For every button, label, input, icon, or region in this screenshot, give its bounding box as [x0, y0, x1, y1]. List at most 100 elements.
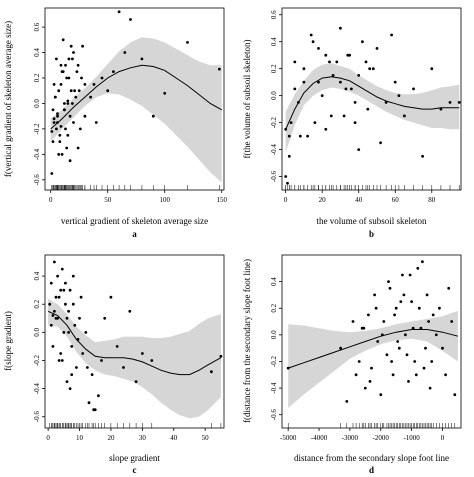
data-point	[313, 121, 317, 124]
y-tick-label: 0.6	[33, 22, 41, 31]
y-tick-label: 0.2	[33, 299, 41, 308]
y-tick-label: -0.4	[33, 383, 41, 395]
data-point	[430, 67, 434, 71]
x-tick-label: 40	[170, 434, 178, 442]
data-point	[351, 320, 355, 323]
data-point	[357, 360, 361, 363]
data-point	[287, 134, 291, 138]
data-point	[329, 114, 333, 118]
data-point	[81, 352, 85, 355]
x-tick-label: -3000	[342, 434, 359, 442]
data-point	[58, 133, 62, 137]
data-point	[68, 288, 72, 292]
data-point	[286, 181, 289, 185]
panel-c: 0 10 20 30 40 50 -0.6 -0.4 -0.2 0.0 0.2 0.4 slope g…	[3, 254, 225, 475]
data-point	[385, 353, 389, 357]
data-point	[441, 346, 444, 350]
data-point	[59, 288, 63, 292]
data-point	[151, 114, 155, 118]
data-point	[55, 127, 58, 131]
data-point	[393, 80, 397, 84]
data-point	[399, 300, 403, 303]
data-point	[390, 360, 393, 363]
data-point	[424, 346, 427, 350]
x-tick-label: 10	[76, 434, 84, 442]
data-point	[74, 95, 78, 99]
data-point	[434, 333, 438, 337]
x-tick-label: 50	[104, 196, 112, 204]
data-point	[60, 153, 64, 156]
data-point	[50, 172, 54, 175]
panel-label: d	[369, 465, 374, 475]
data-point	[297, 101, 300, 104]
x-tick-label: 40	[355, 196, 363, 204]
panel-label: a	[132, 229, 137, 239]
data-point	[163, 91, 167, 95]
y-tick-label: -0.6	[270, 170, 278, 182]
data-point	[68, 159, 72, 163]
data-point	[453, 393, 457, 397]
x-axis-label: distance from the secondary slope foot l…	[294, 453, 449, 463]
data-point	[66, 133, 70, 137]
data-point	[68, 114, 72, 118]
data-point	[83, 83, 87, 86]
data-point	[56, 112, 59, 115]
panel-b: 0 20 40 60 80 -0.6 -0.4 -0.2 0.0 0.2 0.4 0.6 the vo…	[242, 7, 462, 239]
data-point	[353, 121, 357, 124]
data-point	[49, 323, 53, 327]
data-point	[394, 306, 398, 310]
data-point	[71, 302, 75, 306]
data-point	[100, 76, 104, 80]
data-point	[366, 107, 370, 111]
data-point	[65, 146, 69, 150]
data-point	[186, 41, 189, 44]
data-point	[379, 393, 383, 397]
data-point	[134, 380, 138, 383]
data-point	[306, 134, 309, 138]
data-point	[438, 306, 441, 310]
data-point	[387, 280, 390, 283]
data-point	[50, 130, 54, 133]
data-point	[339, 346, 342, 350]
data-point	[286, 366, 290, 370]
data-point	[129, 18, 132, 21]
data-point	[60, 70, 64, 73]
data-point	[362, 326, 366, 330]
plot-frame	[44, 7, 225, 191]
data-point	[49, 281, 53, 285]
data-point	[94, 121, 98, 124]
data-point	[457, 101, 461, 104]
data-point	[353, 101, 357, 104]
data-point	[122, 366, 125, 369]
data-point	[86, 366, 89, 369]
x-axis-label: vertical gradient of skeleton average si…	[61, 216, 208, 226]
data-point	[100, 359, 103, 362]
panel-a: 0 50 100 150 -0.6 -0.4 -0.2 0.0 0.2 0.4 0.6 vertic…	[3, 7, 227, 239]
data-point	[73, 89, 76, 93]
data-point	[87, 401, 91, 405]
y-tick-label: -0.2	[33, 123, 41, 135]
data-point	[428, 386, 432, 390]
y-tick-label: 0.6	[270, 10, 278, 19]
data-point	[62, 288, 66, 292]
y-tick-label: -0.6	[270, 409, 278, 421]
y-tick-label: 0.2	[33, 73, 41, 82]
data-point	[64, 302, 67, 306]
x-tick-label: -2000	[373, 434, 390, 442]
data-point	[79, 295, 83, 299]
data-point	[75, 70, 79, 73]
data-point	[59, 125, 63, 128]
panel-label: b	[369, 229, 374, 239]
data-point	[425, 293, 429, 297]
data-point	[335, 60, 339, 64]
data-point	[422, 366, 426, 370]
x-tick-label: 30	[139, 434, 147, 442]
data-point	[67, 76, 71, 80]
data-point	[371, 67, 375, 71]
data-point	[413, 360, 417, 363]
data-point	[92, 83, 96, 86]
data-point	[103, 316, 107, 320]
x-tick-label: 20	[107, 434, 115, 442]
data-point	[219, 354, 223, 358]
data-point	[298, 134, 302, 138]
